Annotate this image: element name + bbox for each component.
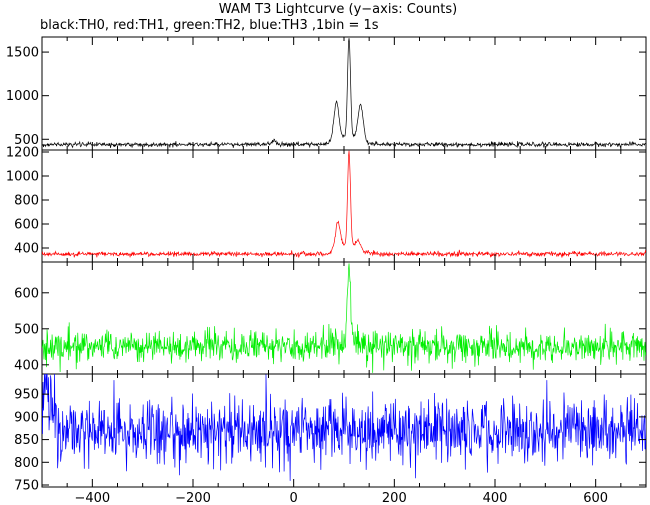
series-line-th2 — [42, 263, 646, 373]
y-tick-label-th1: 1200 — [6, 146, 39, 161]
panel-frame-th2 — [41, 261, 647, 375]
chart-subtitle: black:TH0, red:TH1, green:TH2, blue:TH3 … — [40, 18, 379, 33]
x-tick-label: −200 — [175, 491, 211, 505]
y-tick-label-th1: 600 — [14, 218, 39, 233]
y-tick-label-th3: 900 — [14, 410, 39, 425]
y-tick-label-th3: 850 — [14, 433, 39, 448]
panels: 500 1000 1500 400 600 800 1000 1200 400 500 600 750… — [6, 36, 647, 505]
y-tick-label-th1: 800 — [14, 194, 39, 209]
panel-frame-th0 — [41, 36, 647, 151]
y-tick-label-th1: 400 — [14, 242, 39, 257]
x-tick-label: 400 — [483, 491, 508, 505]
x-tick-label: −400 — [74, 491, 110, 505]
y-tick-label-th2: 600 — [14, 286, 39, 301]
series-line-th0 — [42, 38, 646, 149]
chart-title: WAM T3 Lightcurve (y−axis: Counts) — [219, 2, 457, 17]
y-tick-label-th0: 1000 — [6, 89, 39, 104]
series-line-th3 — [42, 374, 646, 481]
x-tick-label: 600 — [583, 491, 608, 505]
y-tick-label-th3: 800 — [14, 456, 39, 471]
series-line-th1 — [42, 150, 646, 258]
x-tick-label: 200 — [382, 491, 407, 505]
y-tick-label-th1: 1000 — [6, 170, 39, 185]
y-tick-label-th2: 500 — [14, 322, 39, 337]
y-tick-label-th3: 750 — [14, 479, 39, 494]
y-tick-label-th0: 500 — [14, 133, 39, 148]
x-tick-label: 0 — [290, 491, 298, 505]
y-tick-label-th0: 1500 — [6, 46, 39, 61]
y-tick-label-th2: 400 — [14, 358, 39, 373]
y-tick-label-th3: 950 — [14, 388, 39, 403]
